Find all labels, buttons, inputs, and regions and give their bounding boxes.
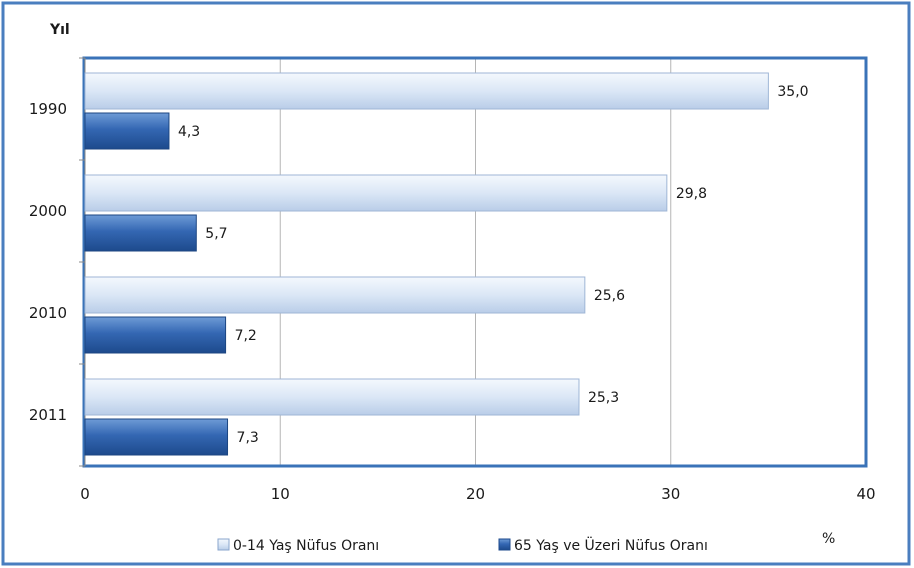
data-label: 7,3 xyxy=(237,430,259,446)
x-tick-label: 30 xyxy=(661,485,680,503)
legend-swatch-0-14 xyxy=(217,538,230,551)
legend-swatch-65-plus xyxy=(498,538,511,551)
bar-65-plus xyxy=(84,418,229,456)
x-tick-label: 20 xyxy=(466,485,485,503)
bar-0-14 xyxy=(84,174,668,212)
data-label: 29,8 xyxy=(676,186,707,202)
category-label: 1990 xyxy=(29,100,67,118)
data-label: 35,0 xyxy=(777,84,808,100)
category-label: 2010 xyxy=(29,304,67,322)
bar-0-14 xyxy=(84,276,586,314)
x-tick-label: 10 xyxy=(271,485,290,503)
category-label: 2011 xyxy=(29,406,67,424)
data-labels: 35,0 29,8 25,6 25,3 4,3 5,7 7,2 7,3 xyxy=(178,84,809,446)
legend-label-65-plus: 65 Yaş ve Üzeri Nüfus Oranı xyxy=(514,536,708,554)
category-label: 2000 xyxy=(29,202,67,220)
bars xyxy=(84,72,769,456)
data-label: 25,6 xyxy=(594,288,625,304)
x-tick-labels: 0 10 20 30 40 xyxy=(80,485,875,503)
data-label: 5,7 xyxy=(205,226,227,242)
data-label: 25,3 xyxy=(588,390,619,406)
category-labels: 1990 2000 2010 2011 xyxy=(29,100,67,424)
bar-0-14 xyxy=(84,378,580,416)
bar-0-14 xyxy=(84,72,769,110)
bar-65-plus xyxy=(84,112,170,150)
bar-65-plus xyxy=(84,214,197,252)
legend: 0-14 Yaş Nüfus Oranı 65 Yaş ve Üzeri Nüf… xyxy=(217,536,708,554)
x-axis-title: % xyxy=(822,531,835,547)
x-tick-label: 40 xyxy=(856,485,875,503)
legend-label-0-14: 0-14 Yaş Nüfus Oranı xyxy=(233,538,379,554)
y-axis-title: Yıl xyxy=(49,22,70,38)
bar-65-plus xyxy=(84,316,227,354)
data-label: 7,2 xyxy=(235,328,257,344)
x-tick-label: 0 xyxy=(80,485,90,503)
data-label: 4,3 xyxy=(178,124,200,140)
